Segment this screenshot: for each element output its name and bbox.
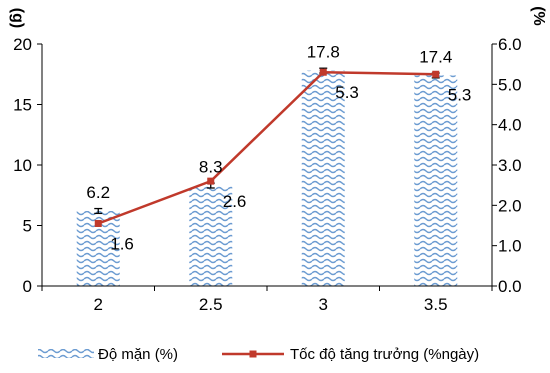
bar-3 [414,75,458,287]
line-series [94,68,440,227]
legend-bar-swatch [38,349,94,358]
line-data-label: 5.3 [335,83,359,102]
line-data-label: 5.3 [448,85,472,104]
left-tick-label: 20 [13,35,32,54]
error-bar-0 [94,207,103,215]
line-data-label: 1.6 [110,234,134,253]
legend-bar-label: Độ mặn (%) [98,346,178,363]
x-tick-label: 2 [94,295,103,314]
bar-data-label: 8.3 [199,158,223,177]
line-path [97,70,436,225]
x-tick-label: 3.5 [424,295,448,314]
right-tick-label: 3.0 [498,156,522,175]
axes: 0 5 10 15 20 0.0 1.0 2.0 3.0 4.0 5.0 6.0 2 2.5 3 3.5 [13,35,522,314]
left-tick-label: 10 [13,156,32,175]
line-marker-1 [207,177,215,185]
x-tick-label: 3 [319,295,328,314]
line-marker-3 [432,70,440,78]
left-tick-label: 15 [13,96,32,115]
data-labels: 6.2 8.3 17.8 17.4 1.6 2.6 5.3 5.3 [86,43,471,254]
bar-data-label: 17.8 [307,43,340,62]
line-data-label: 2.6 [223,192,247,211]
right-tick-label: 0.0 [498,277,522,296]
left-tick-label: 5 [23,217,32,236]
error-bars [94,67,440,215]
bar-data-label: 6.2 [86,183,110,202]
bar-2 [301,70,345,287]
right-axis-unit: (% [530,6,547,26]
legend: Độ mặn (%) Tốc độ tăng trưởng (%ngày) [38,346,479,363]
bar-series [76,70,458,287]
x-tick-label: 2.5 [199,295,223,314]
bar-data-label: 17.4 [419,47,452,66]
legend-line-marker [249,350,257,358]
right-tick-label: 1.0 [498,237,522,256]
left-axis-unit: (g) [9,8,26,28]
right-tick-label: 4.0 [498,116,522,135]
line-marker-2 [319,68,327,76]
bar-1 [189,185,233,286]
line-marker-0 [94,219,102,227]
left-tick-label: 0 [23,277,32,296]
right-tick-label: 6.0 [498,35,522,54]
right-tick-label: 5.0 [498,75,522,94]
right-tick-label: 2.0 [498,196,522,215]
legend-line-label: Tốc độ tăng trưởng (%ngày) [290,346,479,363]
